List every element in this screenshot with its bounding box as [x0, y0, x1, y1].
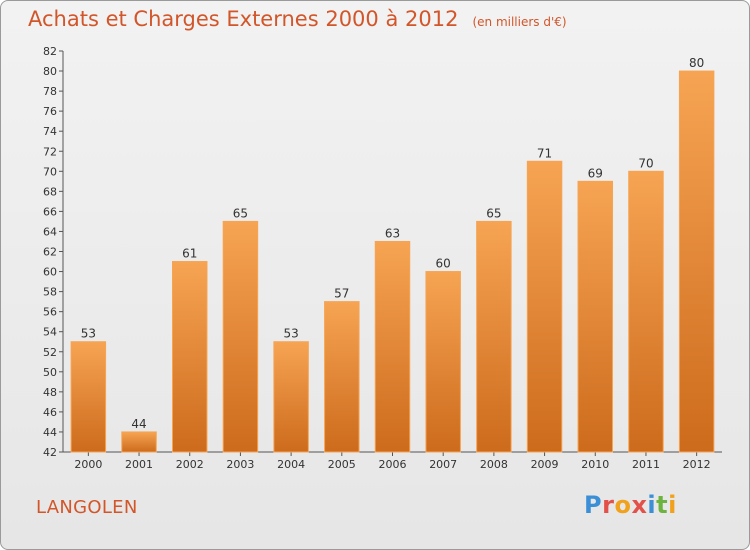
y-tick-label: 62	[43, 246, 57, 259]
data-label-2002: 61	[182, 247, 197, 261]
bar-2000	[70, 341, 107, 453]
y-tick-label: 60	[43, 266, 57, 279]
bar-2003	[222, 220, 259, 453]
logo-letter: t	[656, 491, 669, 519]
logo-letter: i	[668, 491, 677, 519]
y-tick-label: 64	[43, 225, 57, 238]
data-label-2004: 53	[283, 327, 298, 341]
x-tick-label-2007: 2007	[429, 458, 457, 471]
bar-2004	[273, 341, 309, 453]
x-tick-label-2011: 2011	[632, 458, 660, 471]
data-label-2009: 71	[537, 146, 552, 160]
chart-title-text: Achats et Charges Externes 2000 à 2012	[28, 7, 459, 31]
data-label-2005: 57	[334, 287, 349, 301]
x-tick-label-2002: 2002	[176, 458, 204, 471]
x-tick-label-2009: 2009	[531, 458, 559, 471]
y-tick-label: 50	[43, 366, 57, 379]
bar-2010	[577, 180, 614, 453]
chart-title: Achats et Charges Externes 2000 à 2012 (e…	[28, 7, 567, 31]
x-tick-label-2006: 2006	[379, 458, 407, 471]
x-tick-label-2012: 2012	[683, 458, 711, 471]
y-tick-label: 74	[43, 125, 57, 138]
y-tick-label: 46	[43, 406, 57, 419]
x-tick-label-2004: 2004	[277, 458, 305, 471]
bar-2008	[476, 220, 512, 453]
data-label-2000: 53	[81, 327, 96, 341]
y-tick-label: 76	[43, 105, 57, 118]
y-tick-label: 56	[43, 306, 57, 319]
chart-data-labels: 53 44 61 65 53 57 63 60 65 71 69 70 80	[81, 56, 705, 431]
x-tick-label-2010: 2010	[581, 458, 609, 471]
y-tick-label: 78	[43, 85, 57, 98]
data-label-2003: 65	[233, 206, 248, 220]
logo-letter: x	[631, 491, 648, 519]
bar-2006	[374, 240, 411, 453]
y-tick-label: 66	[43, 205, 57, 218]
y-tick-label: 44	[43, 426, 57, 439]
data-label-2010: 69	[588, 166, 603, 180]
bar-2001	[121, 431, 157, 453]
y-tick-label: 68	[43, 185, 57, 198]
y-tick-label: 82	[43, 45, 57, 58]
x-tick-label-2000: 2000	[74, 458, 102, 471]
x-tick-label-2005: 2005	[328, 458, 356, 471]
y-tick-label: 70	[43, 165, 57, 178]
data-label-2006: 63	[385, 226, 400, 240]
chart-bars	[70, 70, 715, 453]
data-label-2008: 65	[486, 206, 501, 220]
bar-2011	[628, 170, 664, 453]
y-tick-label: 42	[43, 446, 57, 459]
x-tick-label-2003: 2003	[226, 458, 254, 471]
bar-2009	[526, 160, 563, 453]
data-label-2011: 70	[638, 156, 653, 170]
y-tick-label: 48	[43, 386, 57, 399]
data-label-2012: 80	[689, 56, 704, 70]
bar-2002	[171, 261, 208, 453]
logo-letter: o	[614, 491, 632, 519]
logo-letter: r	[602, 491, 615, 519]
chart-axes: 42 44 46 48 50 52 54 56 58 60 62 64 66 68 70 72 74 76 78 80…	[43, 45, 722, 471]
proxiti-logo: Proxiti	[584, 491, 677, 519]
bar-2007	[425, 271, 461, 453]
data-label-2007: 60	[436, 257, 451, 271]
location-label: LANGOLEN	[36, 497, 138, 518]
y-tick-label: 58	[43, 286, 57, 299]
bar-2012	[678, 70, 715, 453]
y-tick-label: 54	[43, 326, 57, 339]
logo-letter: P	[584, 491, 603, 519]
y-tick-label: 72	[43, 145, 57, 158]
logo-letter: i	[647, 491, 657, 519]
x-tick-label-2001: 2001	[125, 458, 153, 471]
x-tick-label-2008: 2008	[480, 458, 508, 471]
y-tick-label: 52	[43, 346, 57, 359]
y-tick-label: 80	[43, 65, 57, 78]
bar-2005	[324, 301, 360, 453]
data-label-2001: 44	[131, 417, 146, 431]
chart-units-note: (en milliers d'€)	[472, 15, 567, 29]
